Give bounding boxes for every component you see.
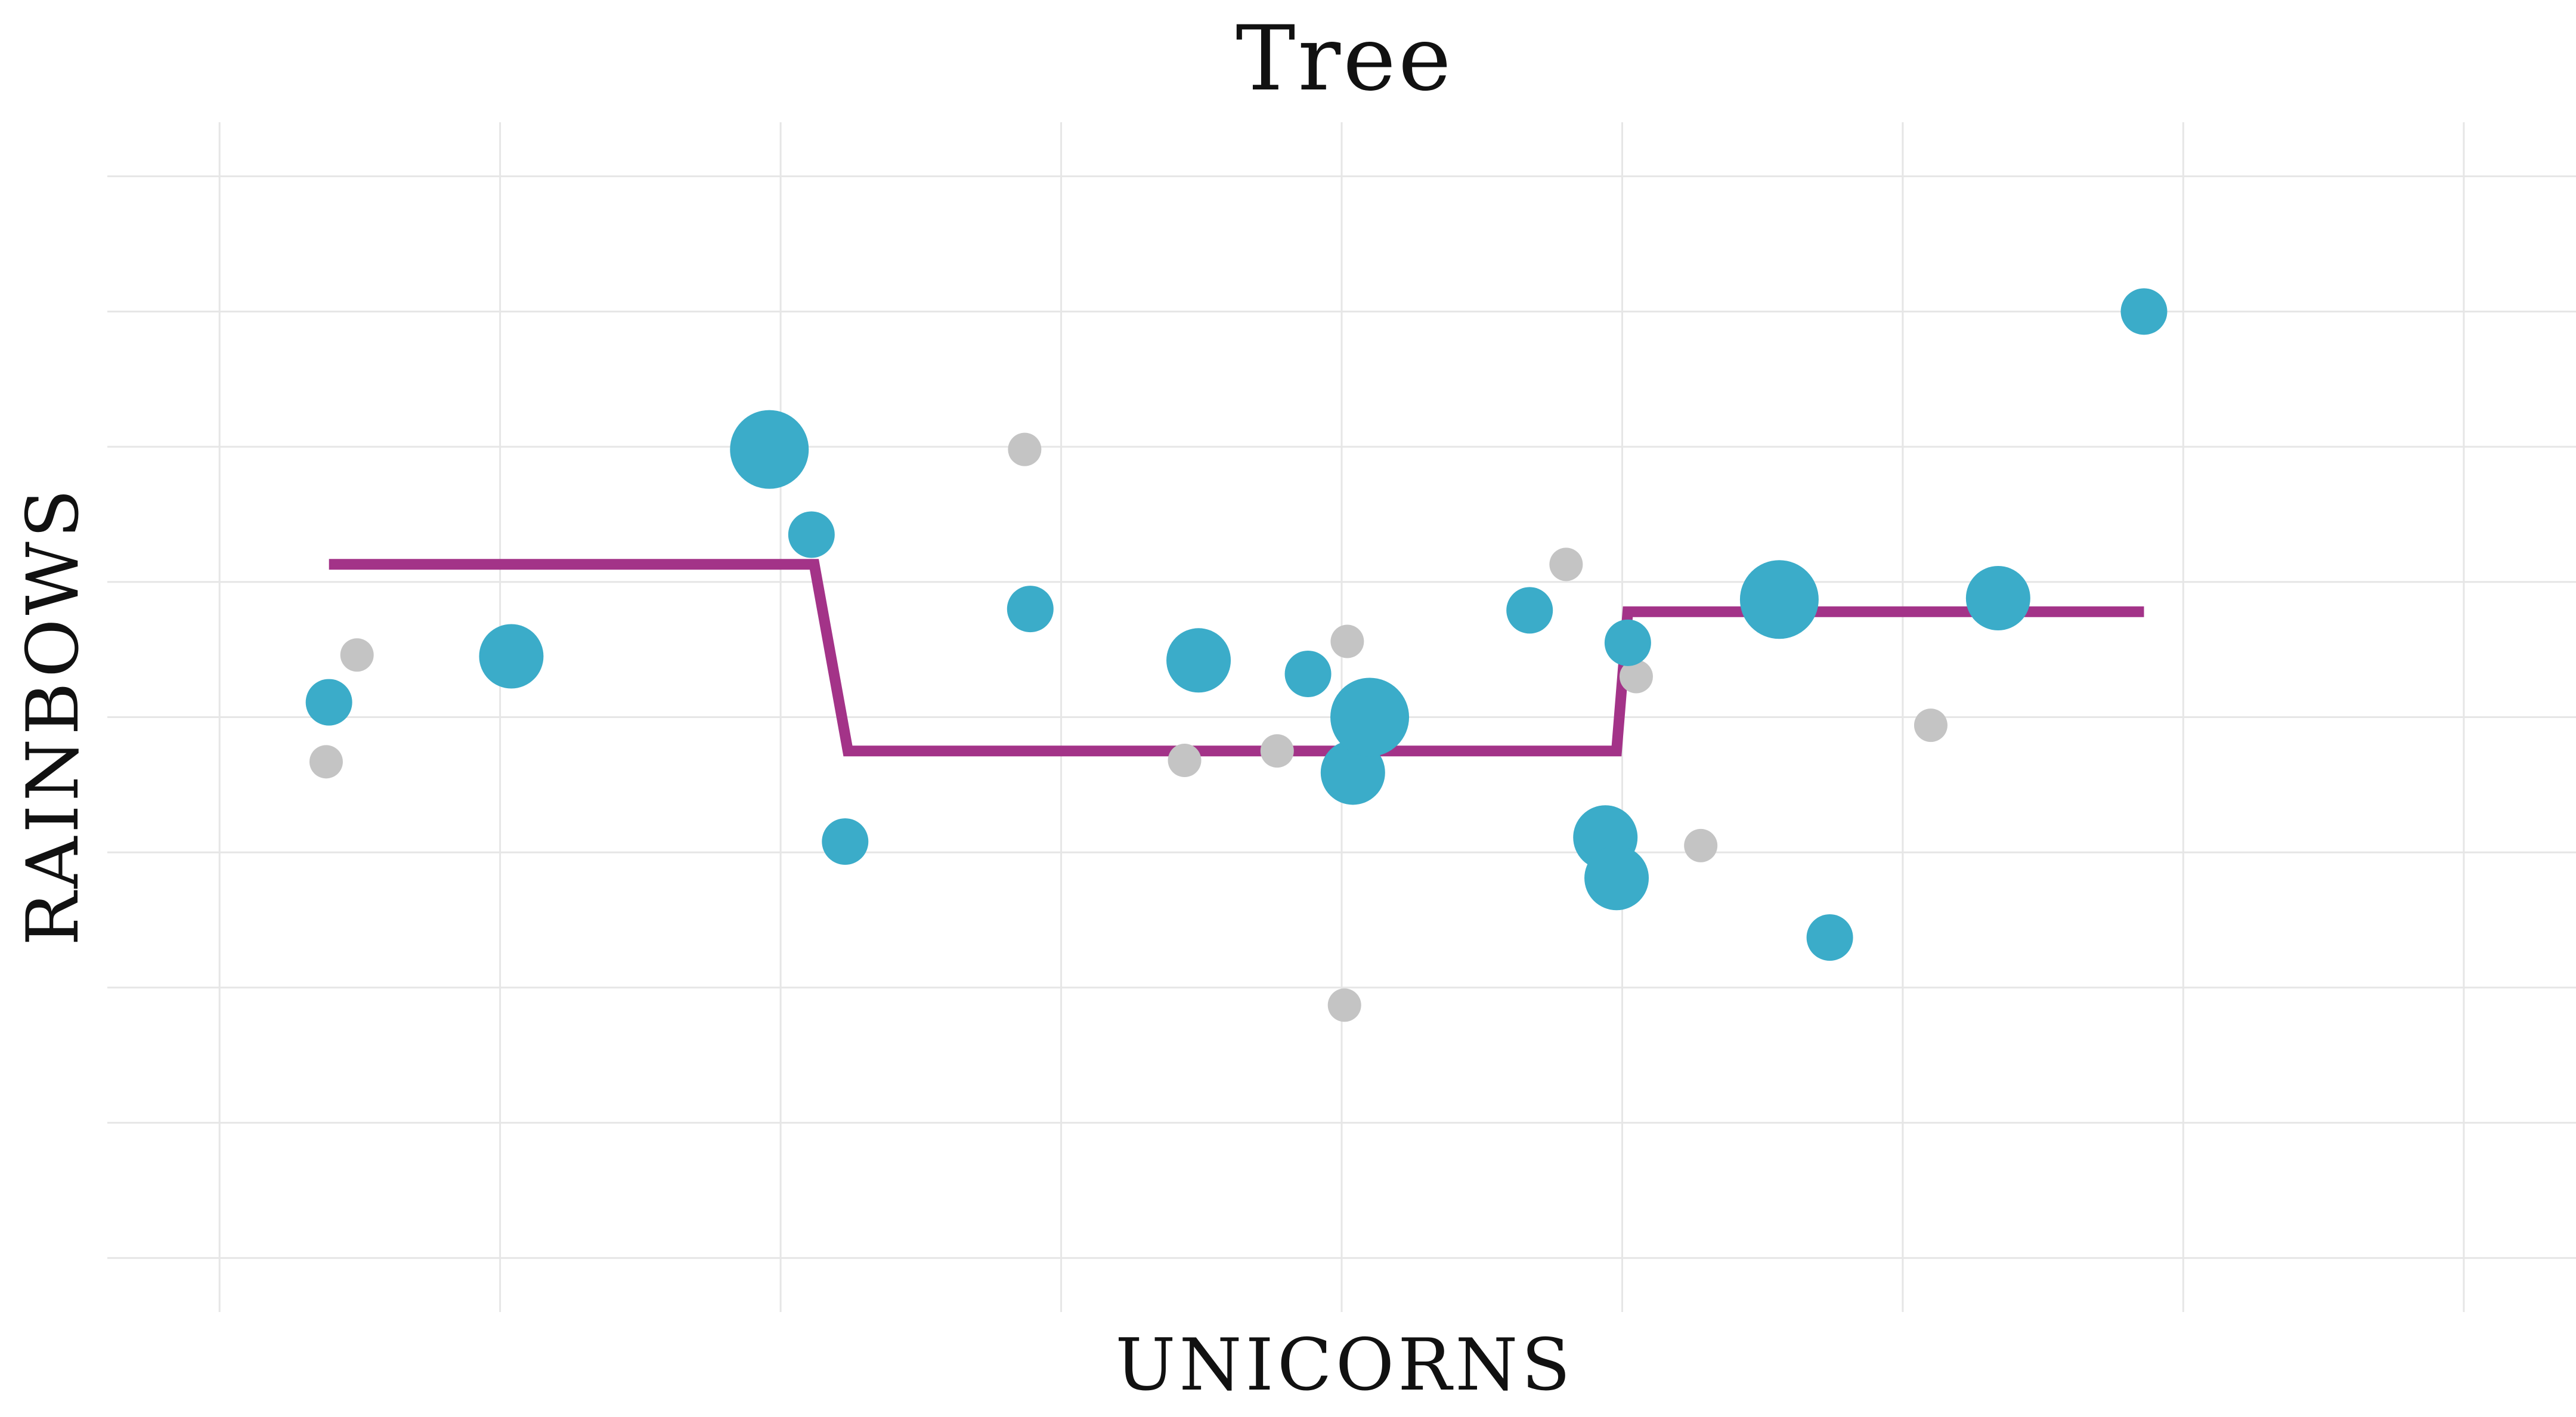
training-point bbox=[1166, 628, 1231, 693]
training-point bbox=[1806, 914, 1853, 961]
test-point bbox=[1008, 432, 1042, 466]
prediction-series bbox=[329, 559, 2144, 757]
test-point bbox=[1914, 708, 1948, 742]
test-point bbox=[1330, 624, 1364, 658]
test-series bbox=[309, 432, 1948, 1022]
training-point bbox=[1284, 650, 1332, 697]
training-point bbox=[1739, 560, 1819, 639]
test-point bbox=[1549, 547, 1583, 581]
training-point bbox=[1965, 566, 2030, 630]
chart-title: Tree bbox=[1236, 7, 1453, 111]
test-point bbox=[1327, 988, 1361, 1022]
training-point bbox=[1330, 677, 1410, 757]
prediction-line bbox=[329, 559, 2144, 757]
training-point bbox=[1007, 586, 1054, 633]
test-point bbox=[1168, 744, 1202, 778]
test-point bbox=[1260, 734, 1294, 768]
test-point bbox=[1619, 660, 1653, 694]
training-series bbox=[305, 288, 2168, 961]
training-point bbox=[1584, 846, 1649, 911]
test-point bbox=[1684, 828, 1718, 862]
training-point bbox=[1506, 587, 1553, 634]
training-point bbox=[305, 679, 352, 726]
training-point bbox=[730, 410, 809, 489]
test-point bbox=[309, 745, 343, 779]
test-point bbox=[340, 638, 374, 672]
y-axis-label: RAINBOWS bbox=[12, 485, 95, 946]
x-axis-label: UNICORNS bbox=[1115, 1324, 1574, 1407]
training-point bbox=[1604, 619, 1651, 666]
training-point bbox=[788, 511, 835, 558]
training-point bbox=[479, 624, 544, 689]
training-point bbox=[2120, 288, 2168, 335]
training-point bbox=[822, 818, 869, 865]
